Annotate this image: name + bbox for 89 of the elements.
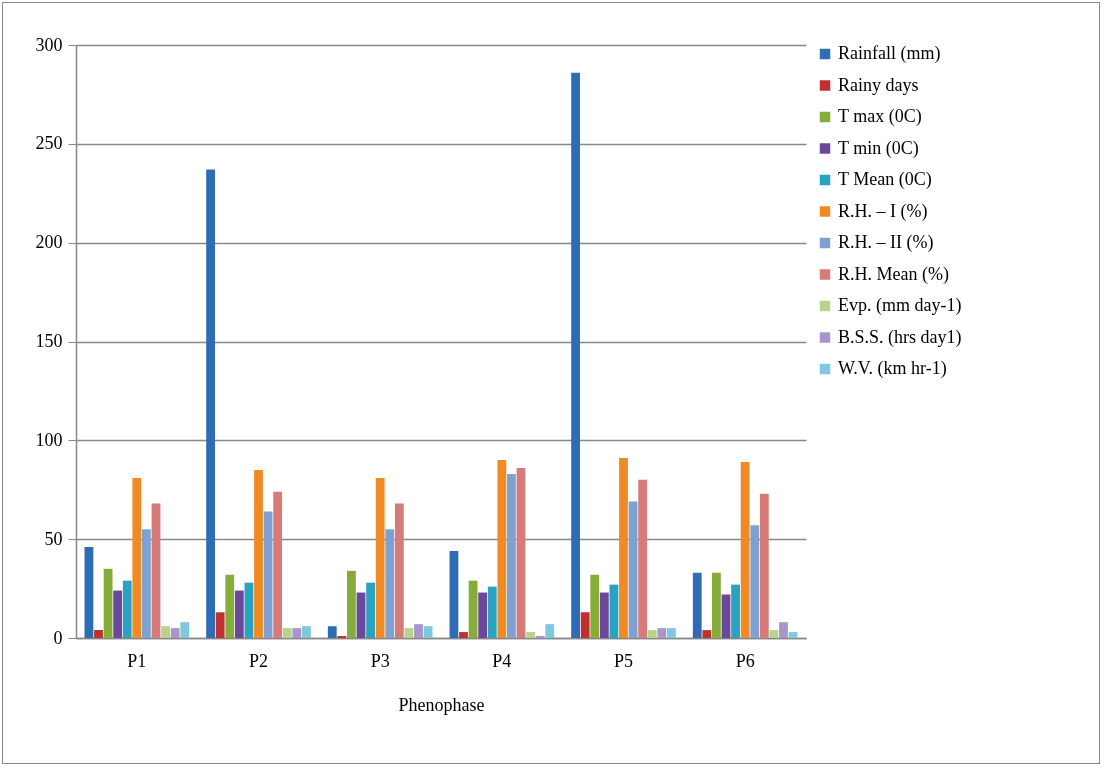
bar <box>347 570 356 638</box>
bar <box>94 630 103 638</box>
bar <box>759 493 769 638</box>
bar <box>161 626 170 638</box>
bar <box>122 580 132 638</box>
bar <box>487 586 497 638</box>
y-tick-label: 0 <box>53 627 63 648</box>
bar <box>692 572 702 638</box>
bar <box>702 630 712 638</box>
legend-label: W.V. (km hr-1) <box>838 358 947 379</box>
bar <box>151 503 161 638</box>
bar <box>638 479 648 638</box>
bar <box>356 592 366 638</box>
bar <box>327 626 337 638</box>
bar <box>206 169 215 638</box>
bar <box>619 458 628 638</box>
bar <box>449 551 459 638</box>
legend-label: R.H. – II (%) <box>838 232 934 253</box>
bar <box>215 612 225 638</box>
legend-label: R.H. Mean (%) <box>838 263 949 285</box>
bar <box>273 491 283 638</box>
bar <box>366 582 375 638</box>
bar <box>292 628 302 638</box>
bar <box>545 624 555 638</box>
bar <box>263 511 273 638</box>
bar <box>404 628 414 638</box>
bar <box>599 592 609 638</box>
bar <box>628 501 638 638</box>
bar <box>526 632 535 638</box>
y-tick-label: 150 <box>35 331 63 351</box>
legend-label: R.H. – I (%) <box>838 200 928 222</box>
legend-label: T min (0C) <box>838 137 919 159</box>
bar <box>423 626 433 638</box>
bar <box>282 628 292 638</box>
bar <box>254 469 263 638</box>
y-tick-label: 50 <box>44 528 63 549</box>
bar <box>657 628 667 638</box>
bar <box>507 473 516 638</box>
bar <box>667 628 676 638</box>
bar <box>788 632 798 638</box>
bar <box>779 622 788 638</box>
bar <box>394 503 404 638</box>
y-tick-label: 100 <box>35 429 63 450</box>
legend-label: Evp. (mm day-1) <box>838 295 962 316</box>
bar <box>497 460 507 638</box>
x-tick-label: P2 <box>248 650 269 671</box>
legend-label: Rainfall (mm) <box>838 43 941 64</box>
bar <box>302 626 311 638</box>
bar <box>103 568 113 638</box>
bar <box>234 590 244 638</box>
x-axis-title: Phenophase <box>398 694 485 715</box>
bar <box>180 622 190 638</box>
bar <box>769 630 779 638</box>
bar <box>721 594 731 638</box>
legend-label: T max (0C) <box>838 106 922 127</box>
bar <box>132 477 142 638</box>
bar <box>84 547 94 638</box>
bar <box>609 584 619 638</box>
legend-label: B.S.S. (hrs day1) <box>838 326 962 348</box>
bar <box>590 574 600 638</box>
bar <box>516 468 526 638</box>
y-tick-label: 300 <box>35 34 63 55</box>
bar <box>459 632 468 638</box>
bar <box>113 590 123 638</box>
bar <box>731 584 740 638</box>
legend-label: T Mean (0C) <box>838 169 932 190</box>
y-tick-label: 250 <box>35 133 63 154</box>
bar <box>712 572 721 638</box>
bar <box>375 477 385 638</box>
bar <box>385 529 395 638</box>
bar <box>580 612 590 638</box>
x-tick-label: P1 <box>127 650 147 671</box>
bar <box>468 580 478 638</box>
bar <box>571 72 580 638</box>
bar <box>170 628 180 638</box>
bar <box>478 592 488 638</box>
x-tick-label: P3 <box>370 650 390 671</box>
bar <box>414 624 423 638</box>
x-tick-label: P6 <box>735 650 755 671</box>
bar <box>244 582 254 638</box>
bar <box>750 525 760 638</box>
x-tick-label: P4 <box>492 650 512 671</box>
bar <box>740 462 750 638</box>
bar <box>142 529 151 638</box>
x-tick-label: P5 <box>613 650 634 671</box>
bar <box>225 574 235 638</box>
y-tick-label: 200 <box>35 232 63 253</box>
bar <box>647 630 657 638</box>
legend-label: Rainy days <box>838 74 919 95</box>
